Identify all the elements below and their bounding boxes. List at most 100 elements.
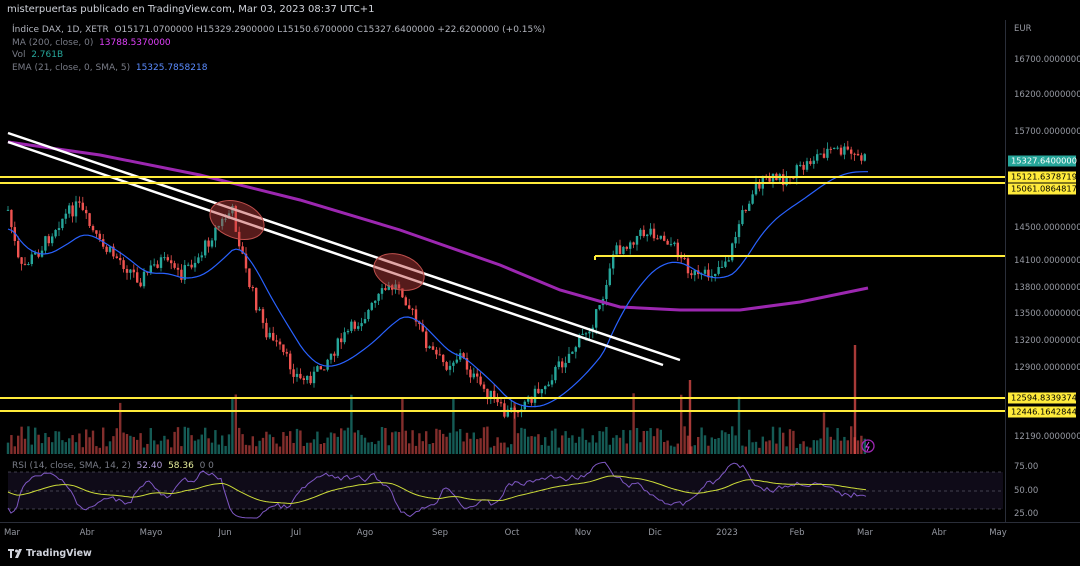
time-label: May [989,528,1007,538]
volume-bar [751,442,754,454]
volume-bar [816,440,819,454]
candle-body [360,323,363,327]
volume-bar [71,435,74,454]
candle-body [584,333,588,335]
volume-bar [122,432,125,454]
price-tick: 12190.0000000 [1014,432,1080,442]
candle-body [272,332,275,341]
candle-body [115,256,118,258]
legend-ma-row[interactable]: MA (200, close, 0) 13788.5370000 [12,37,545,50]
candle-body [618,245,622,255]
time-axis[interactable]: Mar Abr Mayo Jun Jul Ago Sep Oct Nov Dic… [0,522,1080,543]
candle-body [204,240,207,256]
candle-body [850,149,853,154]
candle-body [751,194,754,204]
time-label: Mar [856,528,874,538]
candle-body [612,254,615,269]
candle-body [319,366,322,370]
candle-body [472,373,475,378]
candle-body [533,388,537,403]
rsi-extra: 0 0 [199,461,214,471]
candle-body [105,246,108,252]
volume-bar [289,431,292,454]
candle-body [571,351,574,354]
candle-body [350,321,353,331]
volume-bar [717,437,720,454]
candle-body [578,334,581,348]
candle-body [795,165,798,179]
candle-body [431,346,435,350]
candle-body [693,270,696,276]
volume-bar [785,446,788,454]
alert-icon[interactable] [861,439,875,453]
candle-body [384,288,387,290]
price-tick: 15700.0000000 [1014,127,1080,137]
volume-bar [584,439,588,454]
candle-body [819,153,822,155]
price-tick: 12900.0000000 [1014,363,1080,373]
candle-body [489,390,492,399]
candle-body [748,203,751,211]
volume-bar [683,426,686,454]
volume-bar [809,447,812,454]
volume-bar [132,436,135,454]
volume-bar [839,440,843,454]
candle-body [714,273,717,276]
main-chart[interactable] [0,20,1005,456]
volume-bar [805,446,809,454]
candle-body [809,161,812,164]
rsi-panel[interactable] [0,458,1005,522]
volume-bar [221,435,224,454]
legend-vol-row[interactable]: Vol 2.761B [12,49,545,62]
candle-body [768,177,771,182]
volume-bar [241,434,244,454]
tradingview-brand[interactable]: TradingView [8,548,92,559]
candle-body [438,354,441,356]
candle-body [47,236,50,244]
candle-body [649,228,652,235]
volume-bar [714,438,717,454]
volume-bar [693,445,696,454]
volume-bar [367,442,370,454]
candle-body [336,338,339,356]
level-badge-12446: 12446.1642844 [1008,406,1077,418]
level-badge-12594: 12594.8339374 [1008,392,1077,404]
candle-body [275,340,278,342]
candle-body [666,240,669,245]
candle-body [799,164,802,166]
rsi-legend[interactable]: RSI (14, close, SMA, 14, 2) 52.40 58.36 … [12,461,214,471]
volume-bar [265,431,268,454]
volume-bar [465,432,469,454]
volume-bar [115,428,118,454]
volume-bar [860,435,863,454]
legend-ema-row[interactable]: EMA (21, close, 0, SMA, 5) 15325.7858218 [12,62,545,75]
volume-bar [340,428,343,454]
volume-bar [207,438,210,454]
last-price-badge: 15327.6400000 [1008,155,1077,167]
candle-body [343,332,346,343]
volume-bar [639,442,642,454]
candle-body [27,264,30,266]
volume-bar [146,443,149,454]
volume-bar [496,437,499,454]
volume-bar [598,431,601,454]
price-axis[interactable]: EUR 16700.0000000 16200.0000000 15700.00… [1005,20,1080,522]
volume-bar [251,436,254,454]
candle-body [802,164,805,170]
candle-body [707,269,710,278]
candle-body [445,362,448,370]
volume-bar [411,430,414,454]
rsi-ma-line [7,475,867,505]
candle-body [17,240,20,258]
symbol-label[interactable]: Índice DAX, 1D, XETR [12,25,109,35]
volume-bar [557,447,560,454]
volume-bar [173,431,176,454]
candle-body [261,309,265,323]
time-label: Ago [356,528,374,538]
candle-body [292,369,295,377]
candle-body [435,349,438,355]
volume-bar [139,433,142,454]
candle-body [659,235,662,239]
volume-bar [282,432,285,454]
price-tick: 14100.0000000 [1014,256,1080,266]
